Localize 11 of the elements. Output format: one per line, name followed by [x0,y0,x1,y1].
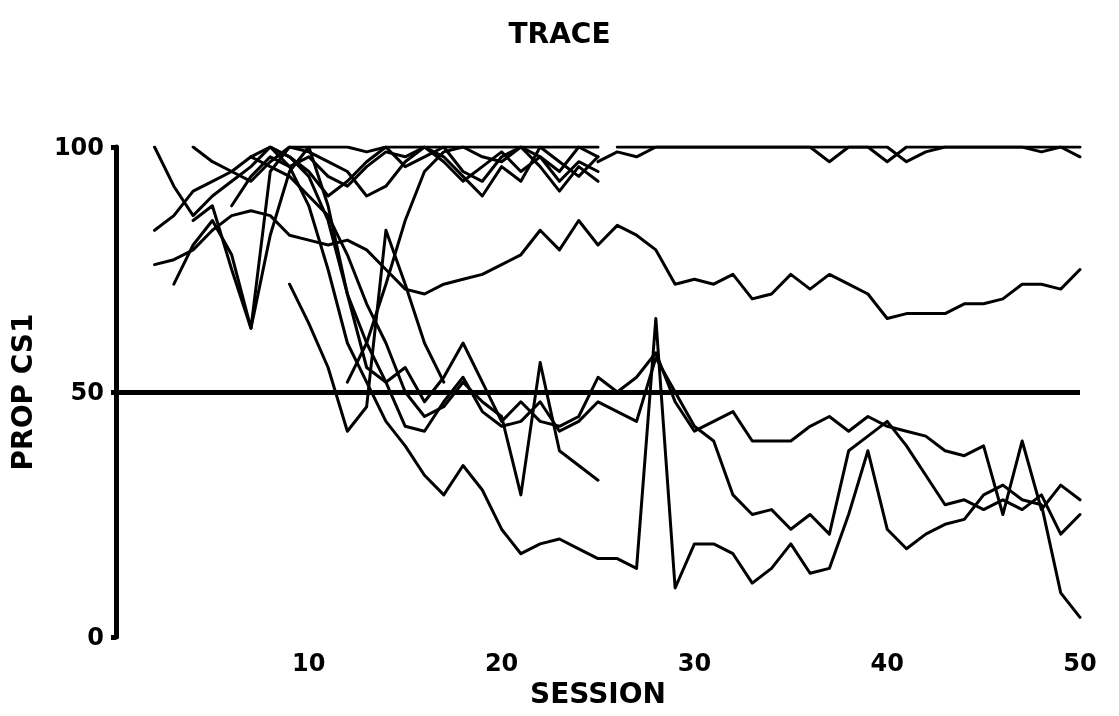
x-tick-label: 50 [1063,649,1097,677]
y-tick-label: 50 [70,378,104,406]
x-tick-label: 20 [484,649,519,677]
y-tick-label: 100 [53,133,104,161]
chart-title: TRACE [508,16,611,50]
y-tick-label: 0 [87,623,104,651]
x-tick-label: 10 [292,649,326,677]
x-axis-title: SESSION [529,677,667,711]
y-axis-title: PROP CS1 [5,313,39,471]
x-tick-label: 30 [677,649,712,677]
x-tick-label: 40 [870,649,904,677]
